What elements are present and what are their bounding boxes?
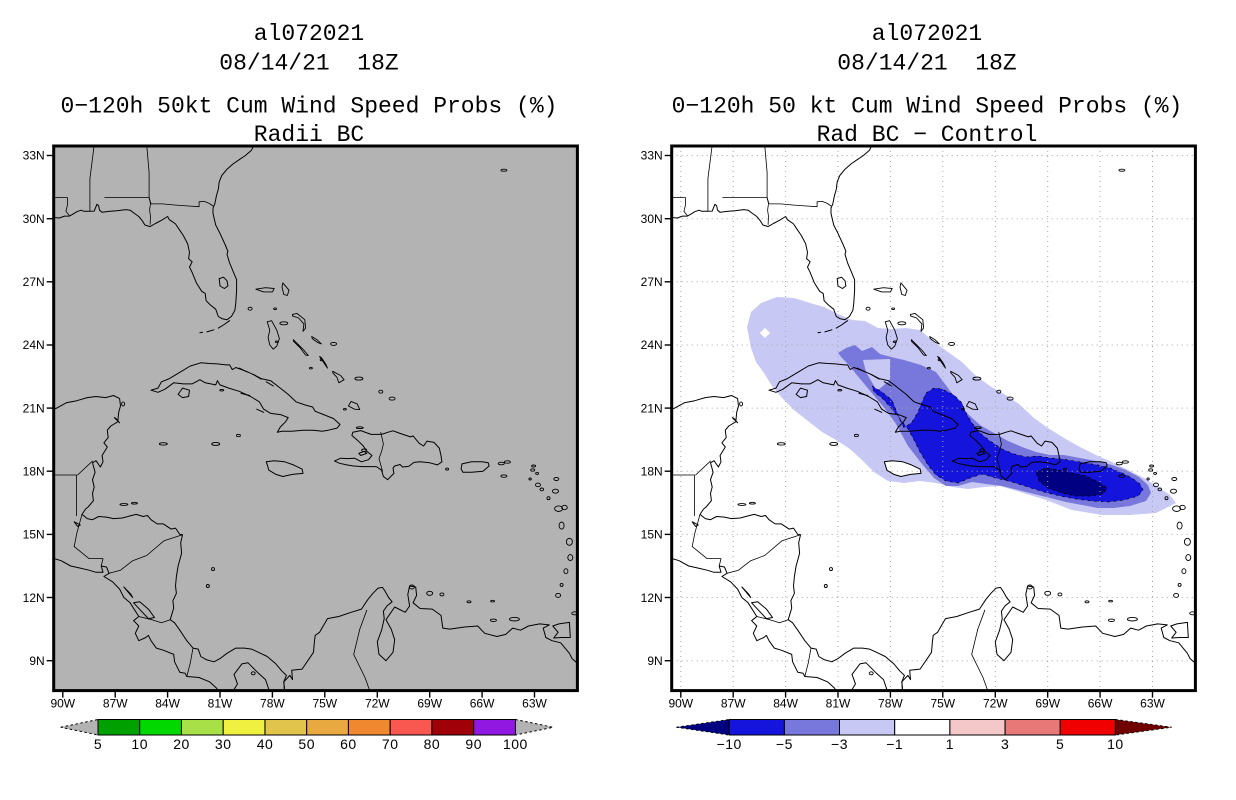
- svg-text:80: 80: [424, 736, 441, 752]
- svg-text:21N: 21N: [23, 401, 45, 415]
- svg-text:87W: 87W: [721, 697, 746, 711]
- svg-text:70: 70: [382, 736, 399, 752]
- svg-text:30: 30: [215, 736, 232, 752]
- svg-text:−1: −1: [886, 736, 903, 752]
- svg-text:90: 90: [465, 736, 482, 752]
- svg-text:81W: 81W: [826, 697, 851, 711]
- svg-text:15N: 15N: [23, 528, 45, 542]
- svg-text:33N: 33N: [23, 149, 45, 163]
- svg-text:12N: 12N: [23, 591, 45, 605]
- svg-text:20: 20: [173, 736, 190, 752]
- svg-text:18N: 18N: [641, 464, 663, 478]
- svg-text:10: 10: [1107, 736, 1124, 752]
- svg-text:−3: −3: [831, 736, 848, 752]
- svg-text:84W: 84W: [773, 697, 798, 711]
- svg-text:0−120h 50kt Cum Wind Speed Pro: 0−120h 50kt Cum Wind Speed Probs (%): [61, 94, 558, 120]
- svg-text:08/14/21 18Z: 08/14/21 18Z: [837, 51, 1016, 77]
- svg-text:1: 1: [946, 736, 954, 752]
- svg-text:27N: 27N: [641, 275, 663, 289]
- svg-text:69W: 69W: [417, 697, 442, 711]
- svg-text:50: 50: [298, 736, 315, 752]
- svg-text:84W: 84W: [155, 697, 180, 711]
- svg-text:−10: −10: [717, 736, 742, 752]
- svg-text:Rad BC − Control: Rad BC − Control: [817, 122, 1038, 148]
- svg-text:al072021: al072021: [872, 21, 982, 47]
- svg-text:63W: 63W: [1140, 697, 1165, 711]
- svg-text:40: 40: [257, 736, 274, 752]
- svg-text:5: 5: [94, 736, 102, 752]
- svg-text:08/14/21 18Z: 08/14/21 18Z: [219, 51, 398, 77]
- svg-text:9N: 9N: [29, 654, 44, 668]
- svg-text:10: 10: [131, 736, 148, 752]
- svg-text:78W: 78W: [878, 697, 903, 711]
- svg-text:al072021: al072021: [254, 21, 364, 47]
- svg-text:Radii BC: Radii BC: [254, 122, 364, 148]
- svg-text:75W: 75W: [312, 697, 337, 711]
- svg-text:33N: 33N: [641, 149, 663, 163]
- svg-text:100: 100: [503, 736, 528, 752]
- svg-text:30N: 30N: [641, 212, 663, 226]
- svg-text:66W: 66W: [470, 697, 495, 711]
- svg-text:69W: 69W: [1035, 697, 1060, 711]
- svg-text:5: 5: [1056, 736, 1064, 752]
- svg-text:81W: 81W: [208, 697, 233, 711]
- svg-text:90W: 90W: [668, 697, 693, 711]
- svg-text:0−120h 50 kt Cum Wind Speed Pr: 0−120h 50 kt Cum Wind Speed Probs (%): [672, 94, 1183, 120]
- svg-text:24N: 24N: [641, 338, 663, 352]
- svg-text:72W: 72W: [983, 697, 1008, 711]
- svg-text:24N: 24N: [23, 338, 45, 352]
- svg-text:−5: −5: [776, 736, 793, 752]
- svg-text:27N: 27N: [23, 275, 45, 289]
- svg-text:72W: 72W: [365, 697, 390, 711]
- svg-text:66W: 66W: [1088, 697, 1113, 711]
- svg-text:18N: 18N: [23, 464, 45, 478]
- svg-text:15N: 15N: [641, 528, 663, 542]
- svg-text:60: 60: [340, 736, 357, 752]
- svg-text:63W: 63W: [522, 697, 547, 711]
- svg-text:87W: 87W: [103, 697, 128, 711]
- svg-text:12N: 12N: [641, 591, 663, 605]
- svg-text:30N: 30N: [23, 212, 45, 226]
- svg-text:90W: 90W: [50, 697, 75, 711]
- svg-text:78W: 78W: [260, 697, 285, 711]
- svg-text:3: 3: [1001, 736, 1009, 752]
- svg-text:75W: 75W: [930, 697, 955, 711]
- svg-text:21N: 21N: [641, 401, 663, 415]
- svg-text:9N: 9N: [647, 654, 662, 668]
